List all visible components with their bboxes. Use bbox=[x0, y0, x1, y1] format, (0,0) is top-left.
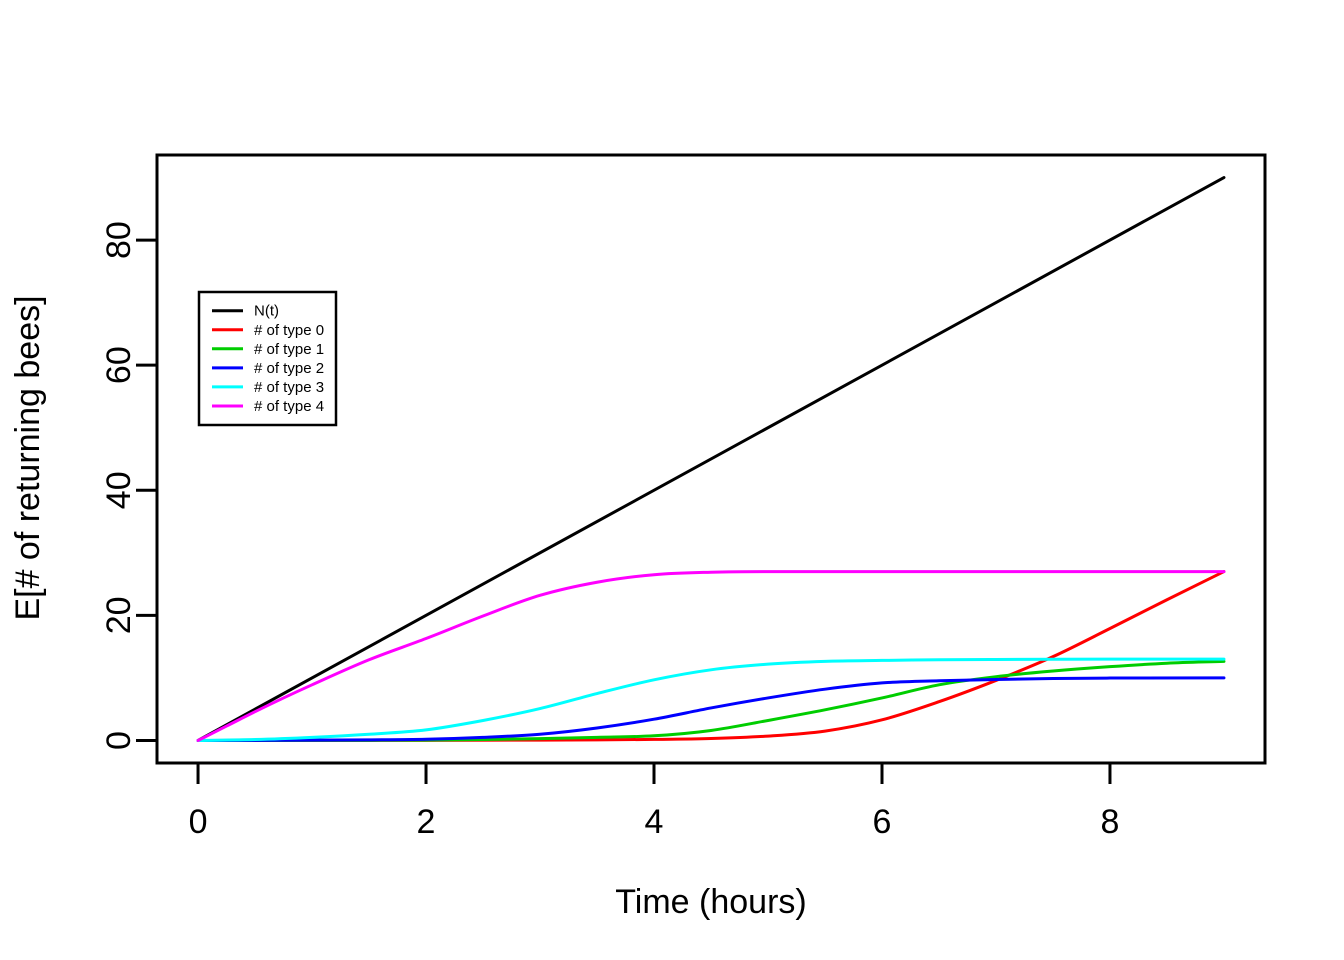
legend-label-1: # of type 0 bbox=[254, 322, 324, 339]
y-axis-title: E[# of returning bees] bbox=[9, 295, 47, 621]
y-tick-label: 40 bbox=[100, 471, 138, 509]
series-line-0 bbox=[196, 176, 1226, 742]
y-axis: 0 20 40 60 80 bbox=[100, 221, 157, 750]
x-axis: 0 2 4 6 8 bbox=[189, 763, 1120, 841]
legend-label-2: # of type 1 bbox=[254, 341, 324, 358]
y-tick-label: 0 bbox=[100, 731, 138, 750]
legend-label-0: N(t) bbox=[254, 303, 279, 320]
legend-label-4: # of type 3 bbox=[254, 379, 324, 396]
x-axis-title: Time (hours) bbox=[615, 883, 807, 921]
series-lines bbox=[196, 176, 1226, 742]
x-tick-label: 2 bbox=[417, 803, 436, 841]
x-tick-label: 8 bbox=[1101, 803, 1120, 841]
series-line-3 bbox=[196, 676, 1226, 742]
legend-label-3: # of type 2 bbox=[254, 360, 324, 377]
x-tick-label: 6 bbox=[873, 803, 892, 841]
legend-label-5: # of type 4 bbox=[254, 398, 324, 415]
y-tick-label: 20 bbox=[100, 596, 138, 634]
y-tick-label: 60 bbox=[100, 346, 138, 384]
y-tick-label: 80 bbox=[100, 221, 138, 259]
x-tick-label: 0 bbox=[189, 803, 208, 841]
x-tick-label: 4 bbox=[645, 803, 664, 841]
legend: N(t) # of type 0 # of type 1 # of type 2 # o… bbox=[197, 290, 338, 427]
legend-box bbox=[197, 290, 338, 427]
plot-border bbox=[155, 153, 1267, 765]
series-line-5 bbox=[196, 570, 1226, 742]
series-line-2 bbox=[196, 659, 1226, 742]
series-line-4 bbox=[196, 657, 1226, 742]
